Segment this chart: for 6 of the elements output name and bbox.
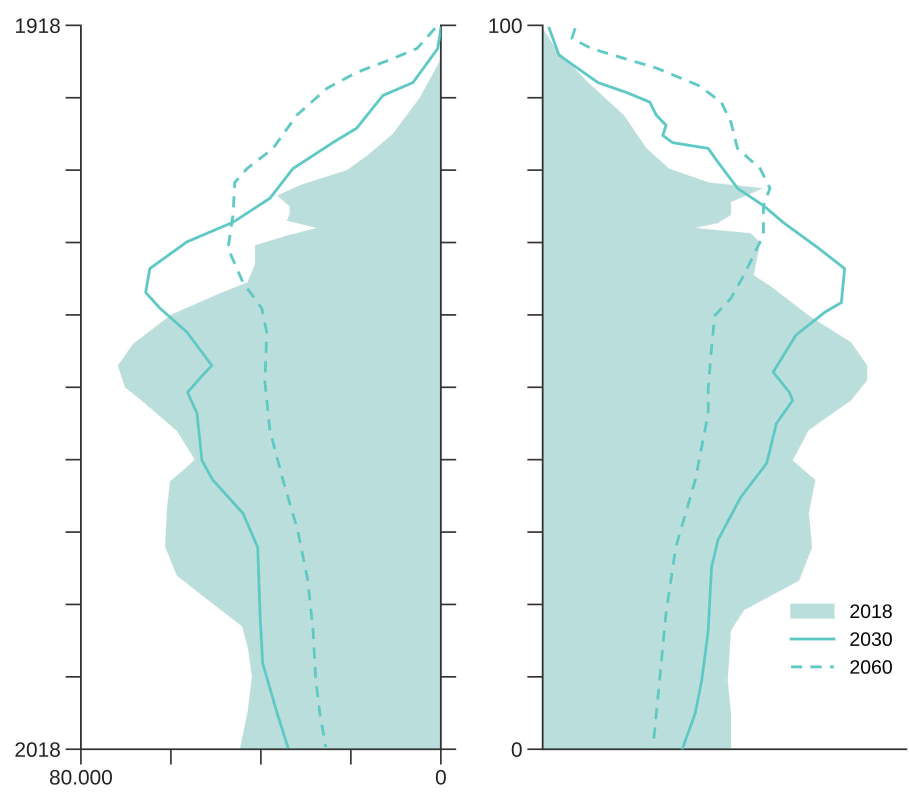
- x-tick-label: 80.000: [50, 770, 112, 785]
- legend-label: 2030: [850, 632, 892, 646]
- legend-label: 2018: [850, 604, 892, 618]
- y-tick-label: 100: [489, 18, 522, 34]
- legend-label: 2060: [850, 660, 892, 674]
- y-tick-label: 1918: [16, 18, 60, 34]
